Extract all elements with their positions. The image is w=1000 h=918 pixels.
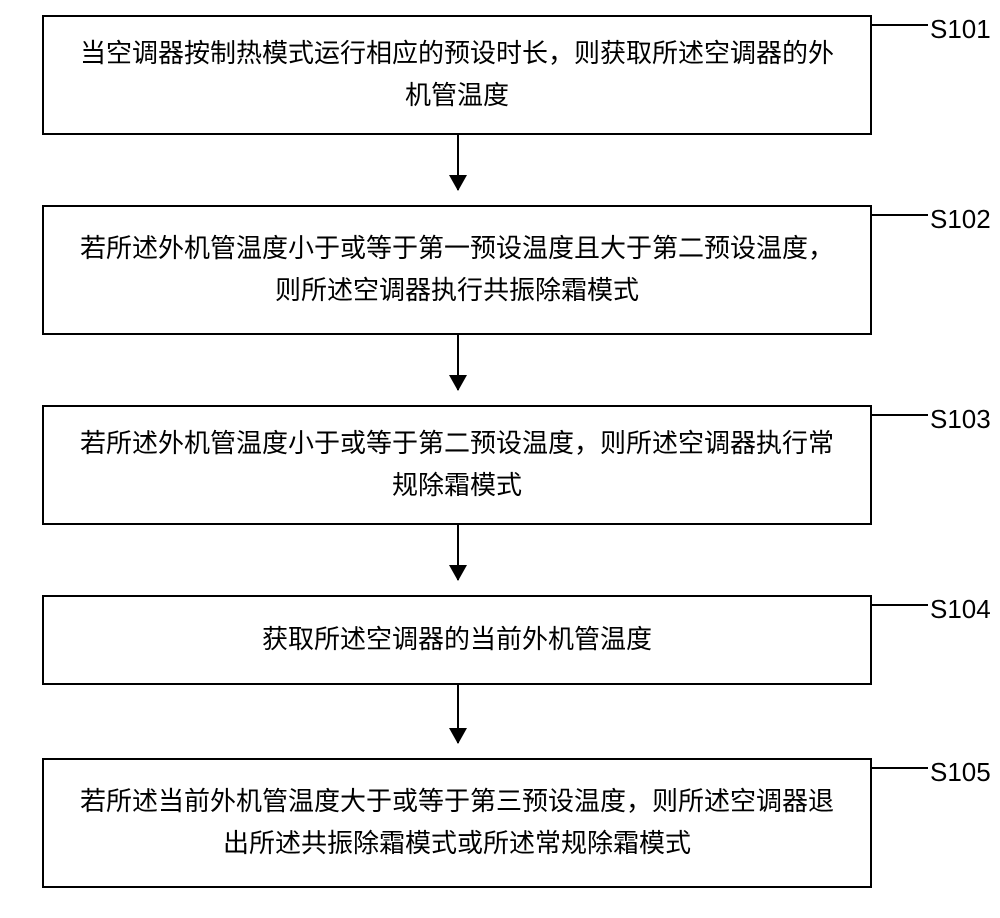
flow-step-text: 若所述外机管温度小于或等于第一预设温度且大于第二预设温度，则所述空调器执行共振除… (68, 228, 846, 311)
flow-step-3: 若所述外机管温度小于或等于第二预设温度，则所述空调器执行常规除霜模式 (42, 405, 872, 525)
flow-step-text: 当空调器按制热模式运行相应的预设时长，则获取所述空调器的外机管温度 (68, 33, 846, 116)
flow-step-2: 若所述外机管温度小于或等于第一预设温度且大于第二预设温度，则所述空调器执行共振除… (42, 205, 872, 335)
flow-step-label-3: S103 (930, 404, 991, 435)
flowchart-container: 当空调器按制热模式运行相应的预设时长，则获取所述空调器的外机管温度 S101 若… (0, 0, 1000, 918)
flow-step-label-5: S105 (930, 757, 991, 788)
flow-step-text: 获取所述空调器的当前外机管温度 (262, 619, 652, 661)
leader-line (872, 767, 928, 769)
leader-line (872, 24, 928, 26)
flow-step-label-2: S102 (930, 204, 991, 235)
flow-step-4: 获取所述空调器的当前外机管温度 (42, 595, 872, 685)
flow-step-text: 若所述当前外机管温度大于或等于第三预设温度，则所述空调器退出所述共振除霜模式或所… (68, 781, 846, 864)
flow-step-1: 当空调器按制热模式运行相应的预设时长，则获取所述空调器的外机管温度 (42, 15, 872, 135)
leader-line (872, 414, 928, 416)
leader-line (872, 214, 928, 216)
leader-line (872, 604, 928, 606)
flow-step-5: 若所述当前外机管温度大于或等于第三预设温度，则所述空调器退出所述共振除霜模式或所… (42, 758, 872, 888)
flow-arrow (457, 335, 459, 390)
flow-arrow (457, 135, 459, 190)
flow-step-label-4: S104 (930, 594, 991, 625)
flow-step-label-1: S101 (930, 14, 991, 45)
flow-step-text: 若所述外机管温度小于或等于第二预设温度，则所述空调器执行常规除霜模式 (68, 423, 846, 506)
flow-arrow (457, 525, 459, 580)
flow-arrow (457, 685, 459, 743)
